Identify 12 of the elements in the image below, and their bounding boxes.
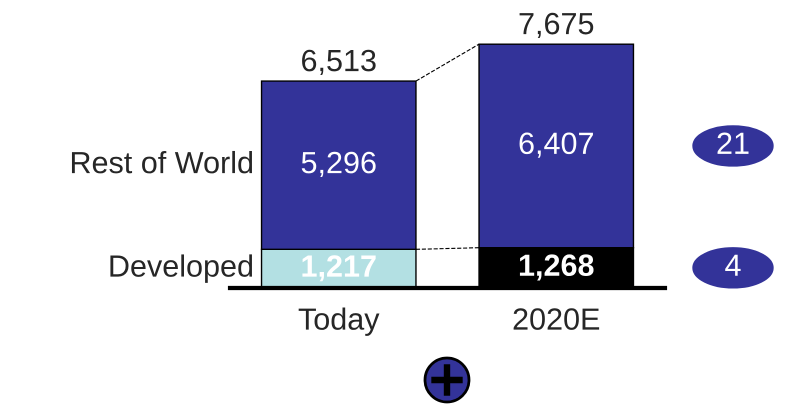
- text: 21: [718, 132, 749, 154]
- total-label: 7,675: [520, 12, 594, 38]
- data-label: 5,296: [302, 152, 376, 178]
- data-label: 1,217: [302, 255, 376, 282]
- total-label: 6,513: [302, 50, 376, 75]
- text: 4: [725, 254, 741, 276]
- x-tick-label: 2020E: [514, 308, 600, 330]
- series-label: Developed: [110, 254, 252, 283]
- data-label: 1,268: [520, 254, 594, 280]
- series-label: Rest of World: [72, 150, 252, 174]
- data-label: 6,407: [520, 132, 593, 158]
- x-tick-label: Today: [298, 307, 380, 336]
